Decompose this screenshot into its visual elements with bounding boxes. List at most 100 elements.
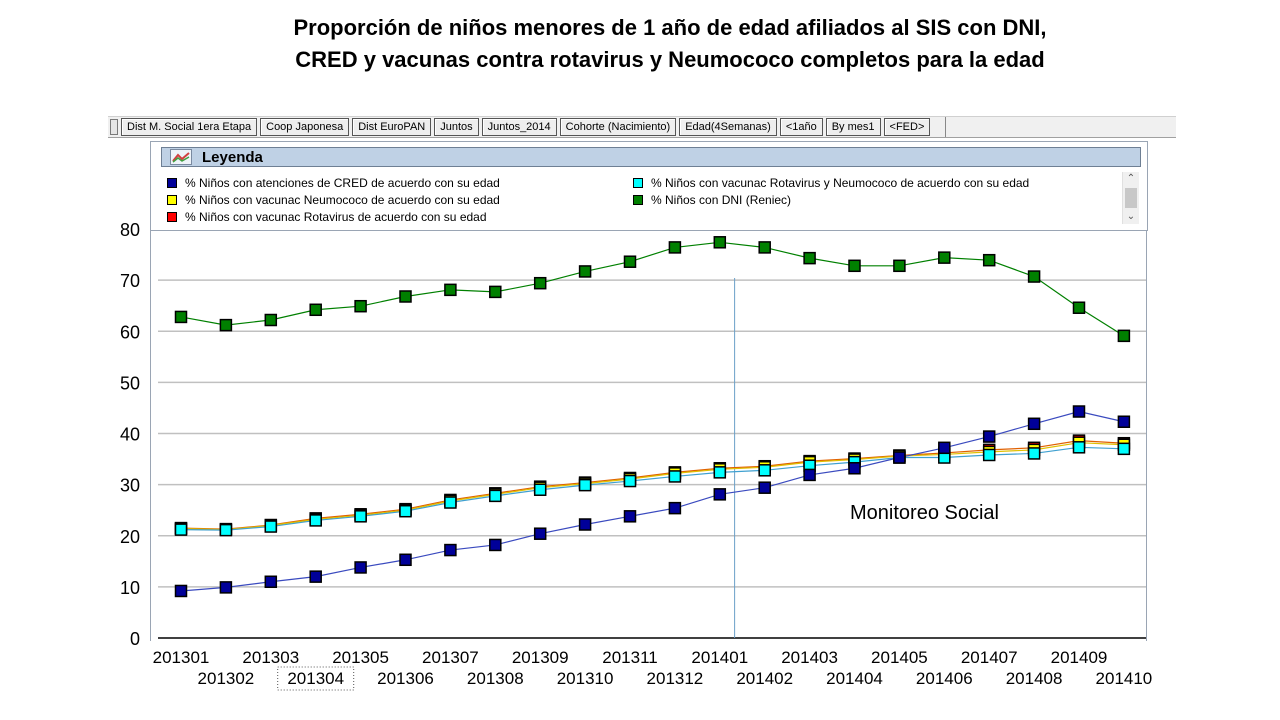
data-point (848, 462, 861, 475)
legend-item-dni[interactable]: % Niños con DNI (Reniec) (633, 193, 791, 207)
chart-title: Proporción de niños menores de 1 año de … (0, 12, 1280, 76)
legend-label: % Niños con vacunac Rotavirus y Neumococ… (651, 176, 1030, 190)
x-tick-label: 201306 (377, 669, 434, 688)
data-point (1117, 415, 1131, 428)
series-line (180, 442, 1124, 531)
y-tick-label: 30 (120, 476, 140, 496)
data-point (174, 523, 188, 536)
legend-swatch (167, 212, 177, 222)
data-point (1117, 442, 1131, 456)
chart-title-line-1: Proporción de niños menores de 1 año de … (293, 15, 1047, 40)
data-point (1072, 441, 1086, 454)
x-tick-label: 201403 (781, 648, 838, 667)
toolbar-button-cohorte[interactable]: Cohorte (Nacimiento) (559, 118, 677, 136)
y-tick-label: 50 (120, 373, 140, 393)
data-point (309, 570, 322, 583)
data-point (758, 464, 771, 477)
x-tick-label: 201307 (422, 648, 479, 667)
x-tick-label: 201302 (198, 669, 255, 688)
legend-item-rotavirus[interactable]: % Niños con vacunac Rotavirus de acuerdo… (167, 210, 487, 224)
x-tick-label: 201309 (512, 648, 569, 667)
data-point (174, 310, 188, 324)
toolbar-scroll-stub[interactable] (110, 119, 118, 135)
data-point (1072, 301, 1086, 314)
data-point (578, 478, 592, 492)
chart-frame-left (150, 141, 151, 641)
chevron-down-icon[interactable]: ⌄ (1126, 211, 1136, 222)
legend-item-cred[interactable]: % Niños con atenciones de CRED de acuerd… (167, 176, 500, 190)
data-point (623, 510, 637, 523)
x-tick-label: 201305 (332, 648, 389, 667)
scroll-thumb[interactable] (1125, 188, 1137, 208)
data-point (758, 481, 771, 494)
data-point (982, 448, 996, 462)
x-tick-label: 201308 (467, 669, 524, 688)
legend-swatch (167, 195, 177, 205)
data-point (533, 527, 547, 540)
legend-header: Leyenda (161, 147, 1141, 167)
data-point (219, 318, 233, 332)
data-point (354, 561, 367, 574)
data-point (174, 584, 188, 598)
x-tick-label: 201301 (153, 648, 210, 667)
x-tick-label: 201303 (242, 648, 299, 667)
data-point (848, 259, 861, 273)
selected-x-label-focus (277, 666, 355, 691)
toolbar-button-juntos[interactable]: Juntos (434, 118, 479, 136)
data-point (938, 251, 951, 264)
data-point (219, 523, 233, 537)
filter-toolbar: Dist M. Social 1era Etapa Coop Japonesa … (108, 116, 1176, 138)
data-point (758, 241, 771, 254)
toolbar-button-edad[interactable]: Edad(4Semanas) (679, 118, 777, 136)
data-point (533, 483, 547, 496)
data-point (713, 466, 727, 479)
y-tick-label: 0 (130, 629, 140, 649)
annotation-monitoreo-social: Monitoreo Social (850, 502, 999, 524)
toolbar-button-dist-m-social[interactable]: Dist M. Social 1era Etapa (121, 118, 258, 136)
data-point (444, 496, 457, 509)
data-point (623, 255, 637, 268)
y-tick-label: 20 (120, 527, 140, 547)
toolbar-button-juntos-2014[interactable]: Juntos_2014 (481, 118, 557, 136)
data-point (1117, 329, 1131, 343)
data-point (668, 470, 682, 483)
x-tick-label: 201310 (557, 669, 614, 688)
x-tick-label: 201408 (1006, 669, 1063, 688)
data-point (219, 581, 233, 594)
toolbar-button-dist-europan[interactable]: Dist EuroPAN (352, 118, 432, 136)
data-point (533, 276, 547, 290)
data-point (893, 451, 906, 464)
y-tick-label: 70 (120, 271, 140, 291)
chart-line-icon (170, 149, 192, 165)
legend-label: % Niños con vacunac Neumococo de acuerdo… (185, 193, 500, 207)
legend-label: % Niños con DNI (Reniec) (651, 193, 792, 207)
chart-frame-right (1146, 141, 1147, 641)
toolbar-button-coop-japonesa[interactable]: Coop Japonesa (260, 118, 350, 136)
toolbar-button-menos-1-ano[interactable]: <1año (779, 118, 823, 136)
legend-item-rota-neumo[interactable]: % Niños con vacunac Rotavirus y Neumococ… (633, 176, 1029, 190)
x-tick-label: 201311 (602, 648, 657, 667)
data-point (354, 299, 367, 313)
x-tick-label: 201304 (287, 669, 344, 688)
data-point (623, 474, 637, 488)
legend-scrollbar[interactable]: ⌃ ⌄ (1122, 172, 1139, 224)
toolbar-button-fed[interactable]: <FED> (883, 118, 931, 136)
x-tick-label: 201402 (736, 669, 793, 688)
data-point (264, 520, 278, 533)
chevron-up-icon[interactable]: ⌃ (1126, 173, 1136, 184)
legend-item-neumococo[interactable]: % Niños con vacunac Neumococo de acuerdo… (167, 193, 500, 207)
series-line (180, 446, 1124, 531)
x-tick-label: 201312 (647, 669, 704, 688)
data-point (803, 468, 816, 482)
data-point (713, 488, 727, 501)
data-point (399, 504, 412, 518)
data-point (982, 430, 996, 443)
legend-title: Leyenda (202, 148, 263, 166)
data-point (982, 253, 996, 267)
toolbar-separator (945, 117, 947, 137)
data-point (309, 514, 322, 527)
data-point (444, 543, 457, 557)
toolbar-button-by-mes1[interactable]: By mes1 (825, 118, 881, 136)
y-tick-label: 10 (120, 578, 140, 598)
